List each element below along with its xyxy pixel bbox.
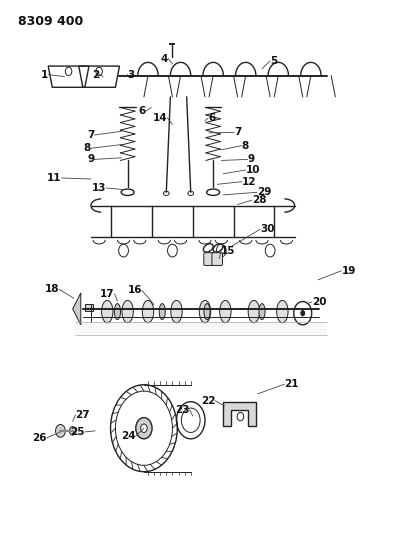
Ellipse shape [163, 191, 169, 196]
Polygon shape [223, 402, 255, 425]
Ellipse shape [121, 301, 133, 322]
Ellipse shape [204, 304, 209, 319]
Text: 21: 21 [284, 379, 298, 389]
Circle shape [69, 426, 76, 435]
Circle shape [299, 310, 304, 317]
Text: 7: 7 [87, 130, 94, 140]
Text: 19: 19 [341, 266, 355, 276]
Text: 2: 2 [92, 70, 99, 79]
Polygon shape [74, 322, 326, 335]
Text: 29: 29 [256, 187, 271, 197]
Text: 8: 8 [241, 141, 248, 151]
Ellipse shape [142, 301, 153, 322]
Ellipse shape [101, 301, 113, 322]
Text: 23: 23 [175, 405, 189, 415]
Text: 1: 1 [41, 70, 48, 79]
Text: 11: 11 [47, 173, 61, 183]
Text: 3: 3 [127, 70, 135, 79]
Ellipse shape [114, 304, 120, 319]
Text: 25: 25 [70, 427, 85, 437]
Text: 9: 9 [247, 155, 254, 164]
Ellipse shape [187, 191, 193, 196]
Text: 27: 27 [75, 410, 90, 420]
Text: 6: 6 [208, 113, 215, 123]
Text: 16: 16 [127, 285, 142, 295]
Ellipse shape [247, 301, 259, 322]
FancyBboxPatch shape [203, 253, 214, 265]
Text: 24: 24 [121, 431, 135, 441]
Text: 8309 400: 8309 400 [18, 14, 83, 28]
Text: 6: 6 [138, 106, 146, 116]
Text: 22: 22 [200, 395, 215, 406]
Text: 20: 20 [311, 297, 326, 307]
Circle shape [140, 424, 147, 432]
Text: 30: 30 [259, 224, 274, 235]
Text: 12: 12 [241, 176, 256, 187]
Ellipse shape [171, 301, 182, 322]
Text: 8: 8 [83, 143, 91, 154]
Polygon shape [72, 293, 81, 325]
Ellipse shape [199, 301, 210, 322]
Circle shape [55, 424, 65, 437]
Text: 28: 28 [251, 195, 266, 205]
Text: 9: 9 [87, 155, 94, 164]
Text: 4: 4 [161, 54, 168, 63]
Text: 17: 17 [100, 289, 115, 299]
Text: 13: 13 [92, 183, 106, 193]
Circle shape [135, 418, 152, 439]
Text: 10: 10 [245, 165, 260, 175]
Text: 18: 18 [45, 284, 59, 294]
Ellipse shape [219, 301, 231, 322]
Text: 5: 5 [270, 56, 277, 66]
Circle shape [236, 413, 243, 421]
Text: 26: 26 [32, 433, 47, 443]
FancyBboxPatch shape [211, 253, 222, 265]
Ellipse shape [276, 301, 288, 322]
Text: 14: 14 [153, 113, 167, 123]
Text: 15: 15 [221, 246, 235, 256]
Ellipse shape [159, 304, 165, 319]
FancyBboxPatch shape [85, 304, 93, 311]
Ellipse shape [258, 304, 265, 319]
Text: 7: 7 [234, 127, 241, 138]
